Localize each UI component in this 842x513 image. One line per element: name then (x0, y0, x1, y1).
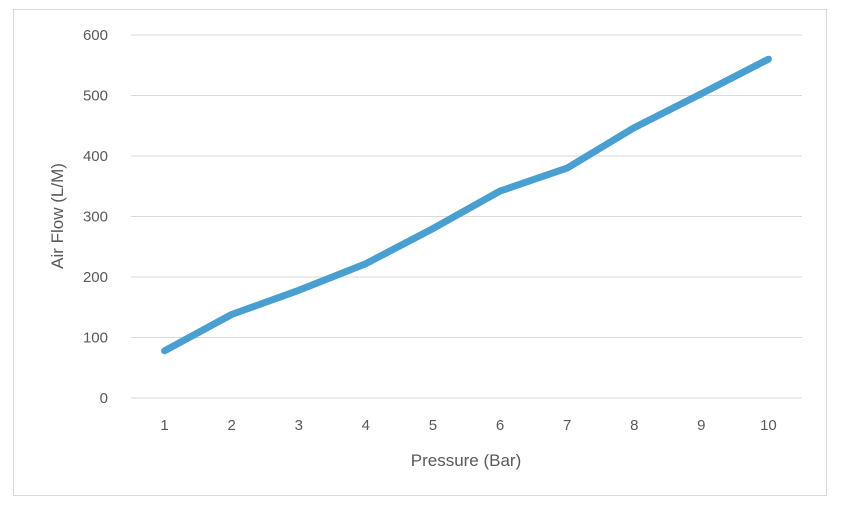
y-axis-title: Air Flow (L/M) (48, 163, 67, 269)
y-axis-ticks: 0 100 200 300 400 500 600 (83, 27, 108, 407)
x-axis-title: Pressure (Bar) (411, 451, 522, 470)
y-tick-label: 300 (83, 209, 108, 226)
x-tick-label: 5 (429, 417, 437, 434)
series-line-0 (161, 55, 772, 355)
x-tick-label: 1 (160, 417, 168, 434)
x-tick-label: 3 (295, 417, 303, 434)
x-tick-label: 10 (760, 417, 777, 434)
y-tick-label: 200 (83, 269, 108, 286)
gridlines (131, 34, 802, 399)
series-group (161, 55, 772, 355)
y-tick-label: 500 (83, 88, 108, 105)
x-tick-label: 2 (227, 417, 235, 434)
y-tick-label: 600 (83, 27, 108, 44)
x-axis-ticks: 1 2 3 4 5 6 7 8 9 10 (160, 417, 776, 434)
chart-frame (13, 9, 827, 496)
x-tick-label: 6 (496, 417, 504, 434)
x-tick-label: 4 (362, 417, 370, 434)
x-tick-label: 7 (563, 417, 571, 434)
y-tick-label: 0 (100, 390, 108, 407)
y-tick-label: 100 (83, 330, 108, 347)
x-tick-label: 9 (697, 417, 705, 434)
x-tick-label: 8 (630, 417, 638, 434)
y-tick-label: 400 (83, 148, 108, 165)
